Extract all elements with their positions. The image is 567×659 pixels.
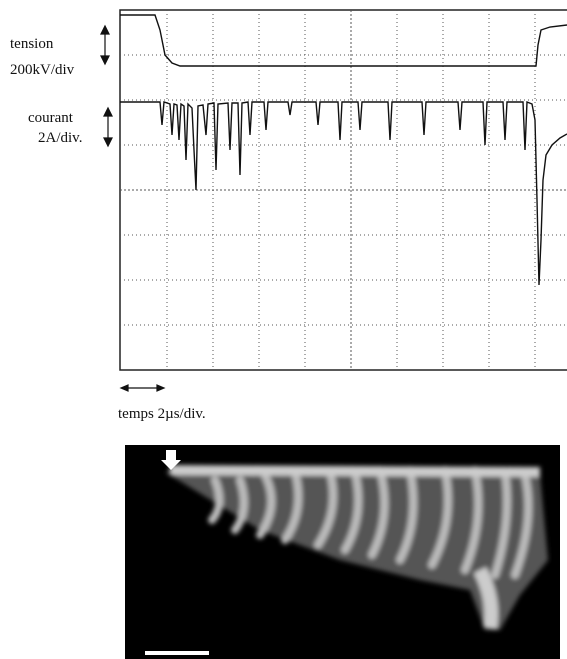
grid bbox=[120, 10, 567, 370]
current-scale: 2A/div. bbox=[38, 130, 82, 146]
voltage-scale: 200kV/div bbox=[10, 62, 75, 78]
scale-arrows bbox=[100, 24, 166, 392]
scale-bar bbox=[145, 651, 209, 655]
oscilloscope bbox=[119, 9, 567, 371]
time-label: temps 2µs/div. bbox=[118, 406, 206, 422]
voltage-label: tension bbox=[10, 36, 54, 52]
current-trace bbox=[120, 100, 567, 286]
photo bbox=[125, 445, 560, 659]
screen bbox=[119, 9, 567, 371]
discharge-glow bbox=[165, 465, 548, 630]
voltage-trace bbox=[120, 14, 567, 67]
arrow-marker bbox=[161, 450, 181, 470]
current-label: courant bbox=[28, 110, 74, 126]
